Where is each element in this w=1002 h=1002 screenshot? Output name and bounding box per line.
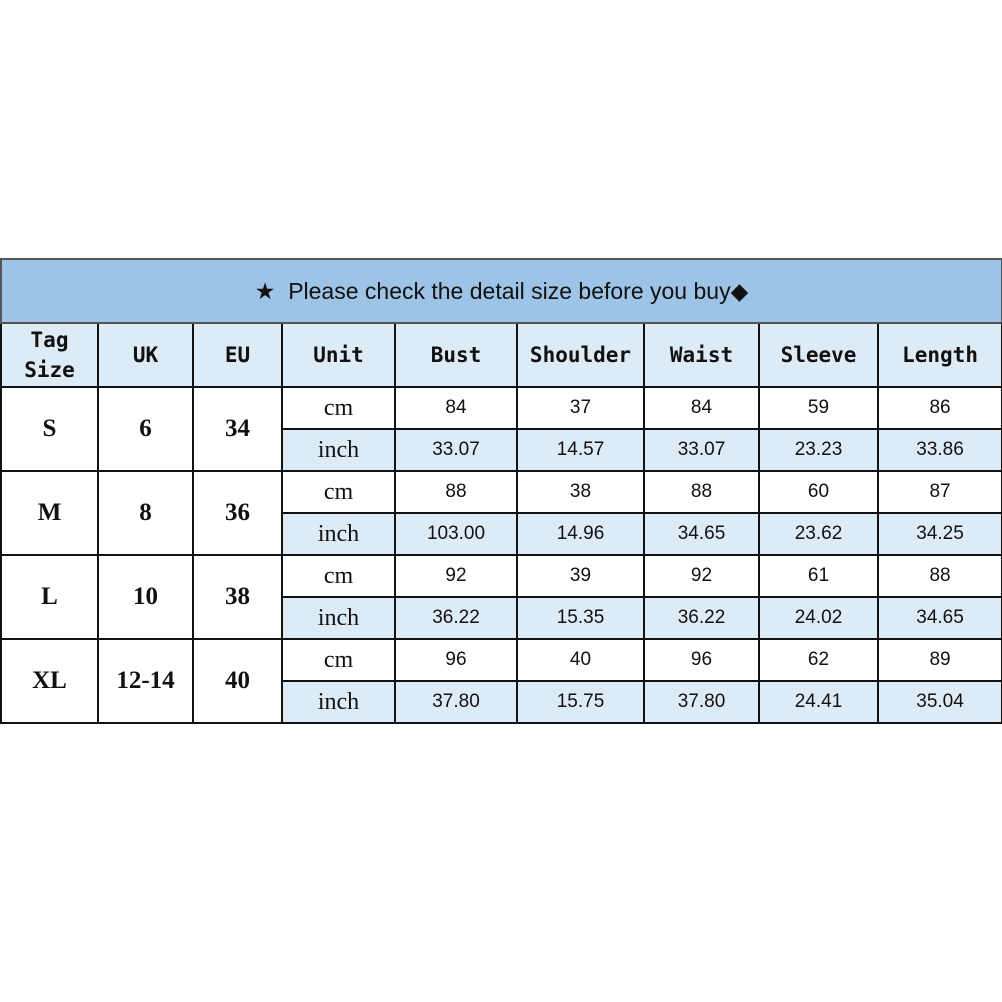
cell-value: 40	[516, 638, 645, 682]
cell-uk: 8	[97, 470, 194, 556]
cell-value: 84	[394, 386, 518, 430]
header-eu: EU	[192, 322, 283, 388]
table-row-inch: inch 36.22 15.35 36.22 24.02 34.65	[1, 596, 1002, 640]
header-shoulder: Shoulder	[516, 322, 645, 388]
cell-value: 15.35	[516, 596, 645, 640]
size-chart-table: ★ Please check the detail size before yo…	[0, 258, 1002, 724]
cell-value: 23.23	[758, 428, 879, 472]
cell-value: 59	[758, 386, 879, 430]
cell-unit: cm	[281, 554, 396, 598]
cell-value: 88	[643, 470, 760, 514]
diamond-icon: ◆	[730, 277, 749, 304]
table-row-cm: L 10 38 cm 92 39 92 61 88	[0, 554, 1002, 640]
cell-value: 37	[516, 386, 645, 430]
cell-tag: XL	[0, 638, 99, 724]
cell-unit: inch	[281, 428, 396, 472]
cell-value: 96	[394, 638, 518, 682]
header-sleeve: Sleeve	[758, 322, 879, 388]
header-unit: Unit	[281, 322, 396, 388]
cell-value: 62	[758, 638, 879, 682]
table-row-inch: inch 103.00 14.96 34.65 23.62 34.25	[1, 512, 1002, 556]
cell-value: 14.57	[516, 428, 645, 472]
cell-value: 96	[643, 638, 760, 682]
cell-value: 92	[643, 554, 760, 598]
header-bust: Bust	[394, 322, 518, 388]
cell-eu: 36	[192, 470, 283, 556]
cell-tag: S	[0, 386, 99, 472]
cell-uk: 12-14	[97, 638, 194, 724]
header-row: Tag Size UK EU Unit Bust Shoulder Waist Sleeve L…	[0, 322, 1002, 388]
title-text: Please check the detail size before you …	[288, 277, 731, 304]
table-row-cm: XL 12-14 40 cm 96 40 96 62 89	[0, 638, 1002, 724]
cell-eu: 40	[192, 638, 283, 724]
header-tag-size: Tag Size	[0, 322, 99, 388]
cell-value: 60	[758, 470, 879, 514]
table-row-inch: inch 33.07 14.57 33.07 23.23 33.86	[1, 428, 1002, 472]
cell-value: 14.96	[516, 512, 645, 556]
cell-value: 23.62	[758, 512, 879, 556]
cell-value: 33.07	[643, 428, 760, 472]
table-row-inch: inch 37.80 15.75 37.80 24.41 35.04	[1, 680, 1002, 724]
header-length: Length	[876, 322, 1002, 388]
cell-value: 39	[516, 554, 645, 598]
cell-uk: 6	[97, 386, 194, 472]
cell-value: 92	[394, 554, 518, 598]
size-chart-title: ★ Please check the detail size before yo…	[0, 258, 1002, 324]
star-icon: ★	[254, 277, 276, 304]
cell-value: 89	[876, 638, 1002, 682]
cell-uk: 10	[97, 554, 194, 640]
cell-value: 33.07	[394, 428, 518, 472]
cell-value: 86	[876, 386, 1002, 430]
cell-value: 87	[876, 470, 1002, 514]
header-uk: UK	[97, 322, 194, 388]
cell-tag: L	[0, 554, 99, 640]
header-waist: Waist	[643, 322, 760, 388]
cell-unit: inch	[281, 512, 396, 556]
cell-tag: M	[0, 470, 99, 556]
cell-eu: 34	[192, 386, 283, 472]
table-row-cm: S 6 34 cm 84 37 84 59 86	[0, 386, 1002, 472]
cell-value: 36.22	[643, 596, 760, 640]
cell-unit: cm	[281, 638, 396, 682]
cell-value: 38	[516, 470, 645, 514]
cell-value: 15.75	[516, 680, 645, 724]
table-row-cm: M 8 36 cm 88 38 88 60 87	[0, 470, 1002, 556]
cell-value: 61	[758, 554, 879, 598]
cell-value: 36.22	[394, 596, 518, 640]
cell-value: 34.65	[876, 596, 1002, 640]
cell-unit: inch	[281, 596, 396, 640]
cell-value: 84	[643, 386, 760, 430]
cell-value: 103.00	[394, 512, 518, 556]
cell-value: 33.86	[876, 428, 1002, 472]
cell-eu: 38	[192, 554, 283, 640]
cell-unit: cm	[281, 386, 396, 430]
cell-unit: inch	[281, 680, 396, 724]
cell-value: 37.80	[394, 680, 518, 724]
cell-value: 35.04	[876, 680, 1002, 724]
cell-value: 24.41	[758, 680, 879, 724]
cell-value: 88	[876, 554, 1002, 598]
cell-unit: cm	[281, 470, 396, 514]
cell-value: 24.02	[758, 596, 879, 640]
cell-value: 34.65	[643, 512, 760, 556]
cell-value: 34.25	[876, 512, 1002, 556]
cell-value: 88	[394, 470, 518, 514]
cell-value: 37.80	[643, 680, 760, 724]
